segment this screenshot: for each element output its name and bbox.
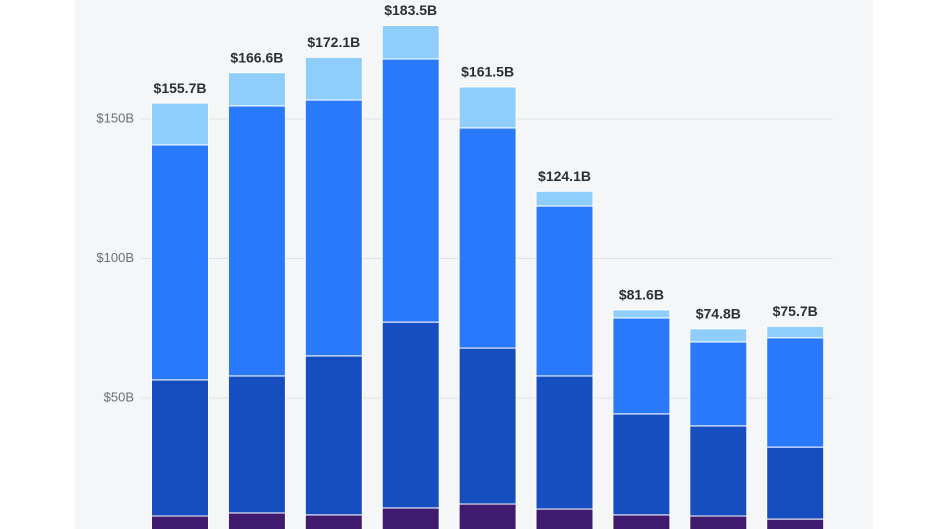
- bar-segment: [458, 347, 517, 505]
- bar-segment: [535, 205, 594, 377]
- bar-segment: [612, 514, 671, 529]
- bar-segment: [227, 512, 286, 529]
- bar-segment: [304, 355, 363, 516]
- bar-segment: [381, 507, 440, 529]
- bar-segment: [689, 341, 748, 427]
- bar-segment: [227, 72, 286, 107]
- bar-segment: [766, 518, 825, 529]
- bar-segment: [304, 514, 363, 529]
- total-label: $81.6B: [619, 287, 664, 303]
- bar-segment: [612, 309, 671, 319]
- y-tick-label: $50B: [104, 389, 134, 404]
- bar-segment: [151, 102, 209, 146]
- bar-segment: [381, 321, 440, 509]
- bar-segment: [458, 503, 517, 529]
- bar-segment: [612, 413, 671, 516]
- bar-segment: [535, 375, 594, 510]
- total-label: $75.7B: [773, 303, 818, 319]
- bar-segment: [381, 25, 440, 60]
- bar-segment: [458, 86, 517, 129]
- bar-segment: [766, 446, 825, 520]
- bar-segment: [535, 190, 594, 207]
- bar-segment: [151, 515, 209, 529]
- y-tick-label: $100B: [96, 250, 134, 265]
- bar-segment: [689, 425, 748, 517]
- bar-segment: [535, 508, 594, 529]
- bar-segment: [151, 379, 209, 517]
- bar-segment: [689, 515, 748, 529]
- total-label: $161.5B: [461, 64, 514, 80]
- bar-segment: [766, 325, 825, 339]
- bar-segment: [151, 144, 209, 381]
- bar-segment: [304, 56, 363, 101]
- total-label: $155.7B: [154, 80, 207, 96]
- total-label: $124.1B: [538, 168, 591, 184]
- bar-segment: [458, 127, 517, 349]
- bar-segment: [304, 99, 363, 357]
- total-label: $166.6B: [230, 49, 283, 65]
- bar-segment: [227, 105, 286, 377]
- bar-segment: [766, 337, 825, 448]
- bar-segment: [689, 328, 748, 343]
- total-label: $74.8B: [696, 306, 741, 322]
- bar-segment: [381, 58, 440, 323]
- total-label: $172.1B: [307, 34, 360, 50]
- total-label: $183.5B: [384, 2, 437, 18]
- y-tick-label: $150B: [96, 110, 134, 125]
- bar-segment: [227, 375, 286, 514]
- bar-segment: [612, 317, 671, 415]
